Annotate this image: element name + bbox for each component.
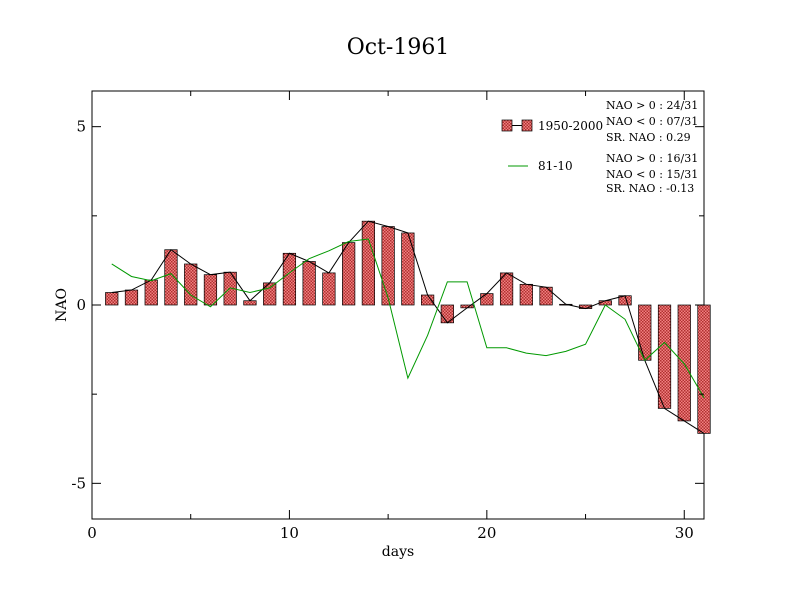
bar-day-22 xyxy=(519,283,533,306)
bar-day-3 xyxy=(144,279,158,306)
legend: 1950-2000 81-10 xyxy=(501,119,603,173)
line-series-81-10 xyxy=(111,238,705,398)
chart-title: Oct-1961 xyxy=(347,35,450,60)
legend-bar-swatch-right xyxy=(521,119,533,132)
legend-bar-swatch-left xyxy=(501,119,513,132)
x-axis-label: days xyxy=(382,544,414,560)
x-tick-label: 10 xyxy=(280,524,299,542)
x-tick-label: 0 xyxy=(87,524,97,542)
y-tick-label: -5 xyxy=(71,474,86,492)
bar-day-13 xyxy=(342,242,356,306)
stat-nao-negative-81-10: NAO < 0 : 15/31 xyxy=(606,168,698,181)
bar-series-connector-line xyxy=(111,220,705,434)
x-tick-label: 20 xyxy=(477,524,496,542)
bar-day-18 xyxy=(440,304,454,324)
bar-day-15 xyxy=(381,226,395,306)
bar-day-14 xyxy=(361,220,375,306)
bar-day-23 xyxy=(539,286,553,306)
bar-day-2 xyxy=(124,289,139,306)
series-line-81-10 xyxy=(111,238,705,398)
bar-day-30 xyxy=(677,304,691,422)
bar-day-12 xyxy=(322,272,336,306)
bar-day-1 xyxy=(105,292,119,306)
axis-ticks: 0 10 20 30 -5 0 5 xyxy=(71,91,704,542)
stat-nao-negative-1950-2000: NAO < 0 : 07/31 xyxy=(606,115,698,128)
stat-sr-nao-1950-2000: SR. NAO : 0.29 xyxy=(606,131,691,144)
legend-label-1950-2000: 1950-2000 xyxy=(538,119,603,133)
stat-nao-positive-1950-2000: NAO > 0 : 24/31 xyxy=(606,99,698,112)
bar-day-5 xyxy=(184,263,198,306)
stat-sr-nao-81-10: SR. NAO : -0.13 xyxy=(606,182,694,195)
x-tick-label: 30 xyxy=(675,524,694,542)
bar-day-4 xyxy=(164,249,178,306)
y-axis-label: NAO xyxy=(54,288,70,322)
y-tick-label: 0 xyxy=(76,296,86,314)
bar-day-6 xyxy=(203,274,218,306)
bar-day-16 xyxy=(401,232,415,306)
bar-day-17 xyxy=(421,294,435,306)
bar-day-31 xyxy=(697,304,711,434)
bar-day-11 xyxy=(302,261,316,306)
nao-statistics: NAO > 0 : 24/31 NAO < 0 : 07/31 SR. NAO … xyxy=(606,99,698,195)
legend-label-81-10: 81-10 xyxy=(538,159,573,173)
bar-connector-line xyxy=(111,220,705,434)
y-tick-label: 5 xyxy=(76,118,86,136)
stat-nao-positive-81-10: NAO > 0 : 16/31 xyxy=(606,152,698,165)
bar-day-29 xyxy=(657,304,672,409)
bar-series-1950-2000 xyxy=(105,220,711,434)
bar-day-20 xyxy=(480,293,494,306)
bar-day-10 xyxy=(282,252,297,306)
